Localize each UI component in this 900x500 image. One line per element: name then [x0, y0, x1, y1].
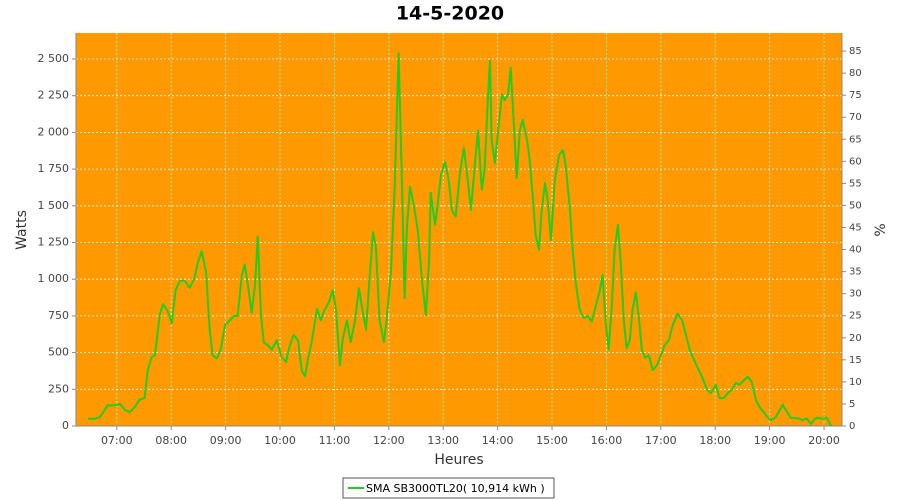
- y-tick-label: 1 000: [38, 272, 70, 285]
- legend-label: SMA SB3000TL20( 10,914 kWh ): [366, 482, 545, 495]
- y2-tick-label: 40: [849, 245, 862, 256]
- y2-tick-label: 45: [849, 223, 862, 234]
- x-axis-title: Heures: [434, 452, 483, 468]
- y2-tick-label: 35: [849, 267, 862, 278]
- y-tick-label: 250: [48, 382, 69, 395]
- plot-area: [76, 33, 842, 426]
- x-tick-label: 18:00: [699, 434, 731, 447]
- x-tick-label: 07:00: [101, 434, 133, 447]
- x-tick-label: 08:00: [155, 434, 187, 447]
- y-tick-label: 1 250: [38, 235, 70, 248]
- y2-tick-label: 20: [849, 333, 862, 344]
- y-axis-title: Watts: [14, 210, 30, 250]
- data-line: [88, 52, 832, 427]
- y-tick-label: 2 500: [38, 52, 70, 65]
- y-tick-label: 2 250: [38, 89, 70, 102]
- x-tick-label: 15:00: [536, 434, 568, 447]
- y-tick-label: 1 750: [38, 162, 70, 175]
- y2-tick-label: 15: [849, 355, 862, 366]
- y2-tick-label: 70: [849, 112, 862, 123]
- y-tick-label: 1 500: [38, 199, 70, 212]
- x-tick-label: 09:00: [210, 434, 242, 447]
- y2-tick-label: 30: [849, 289, 862, 300]
- x-tick-label: 11:00: [319, 434, 351, 447]
- y2-tick-label: 25: [849, 311, 862, 322]
- legend-box: [342, 477, 555, 499]
- x-tick-label: 16:00: [591, 434, 623, 447]
- y-tick-label: 750: [48, 309, 69, 322]
- y2-tick-label: 0: [849, 421, 855, 432]
- x-tick-label: 12:00: [373, 434, 405, 447]
- y-tick-label: 500: [48, 346, 69, 359]
- x-tick-label: 13:00: [427, 434, 459, 447]
- y2-tick-label: 50: [849, 200, 862, 211]
- y2-tick-label: 60: [849, 156, 862, 167]
- x-tick-label: 19:00: [754, 434, 786, 447]
- y-tick-label: 0: [62, 419, 69, 432]
- y2-tick-label: 55: [849, 178, 862, 189]
- x-tick-label: 20:00: [808, 434, 840, 447]
- y2-tick-label: 75: [849, 90, 862, 101]
- x-tick-label: 17:00: [645, 434, 677, 447]
- y2-tick-label: 65: [849, 134, 862, 145]
- x-tick-label: 10:00: [264, 434, 296, 447]
- chart-title: 14-5-2020: [396, 3, 504, 25]
- y2-axis-title: %: [873, 223, 889, 236]
- y2-tick-label: 80: [849, 68, 862, 79]
- y2-tick-label: 5: [849, 399, 855, 410]
- y-tick-label: 2 000: [38, 125, 70, 138]
- y2-tick-label: 85: [849, 46, 862, 57]
- x-tick-label: 14:00: [482, 434, 514, 447]
- y2-tick-label: 10: [849, 377, 862, 388]
